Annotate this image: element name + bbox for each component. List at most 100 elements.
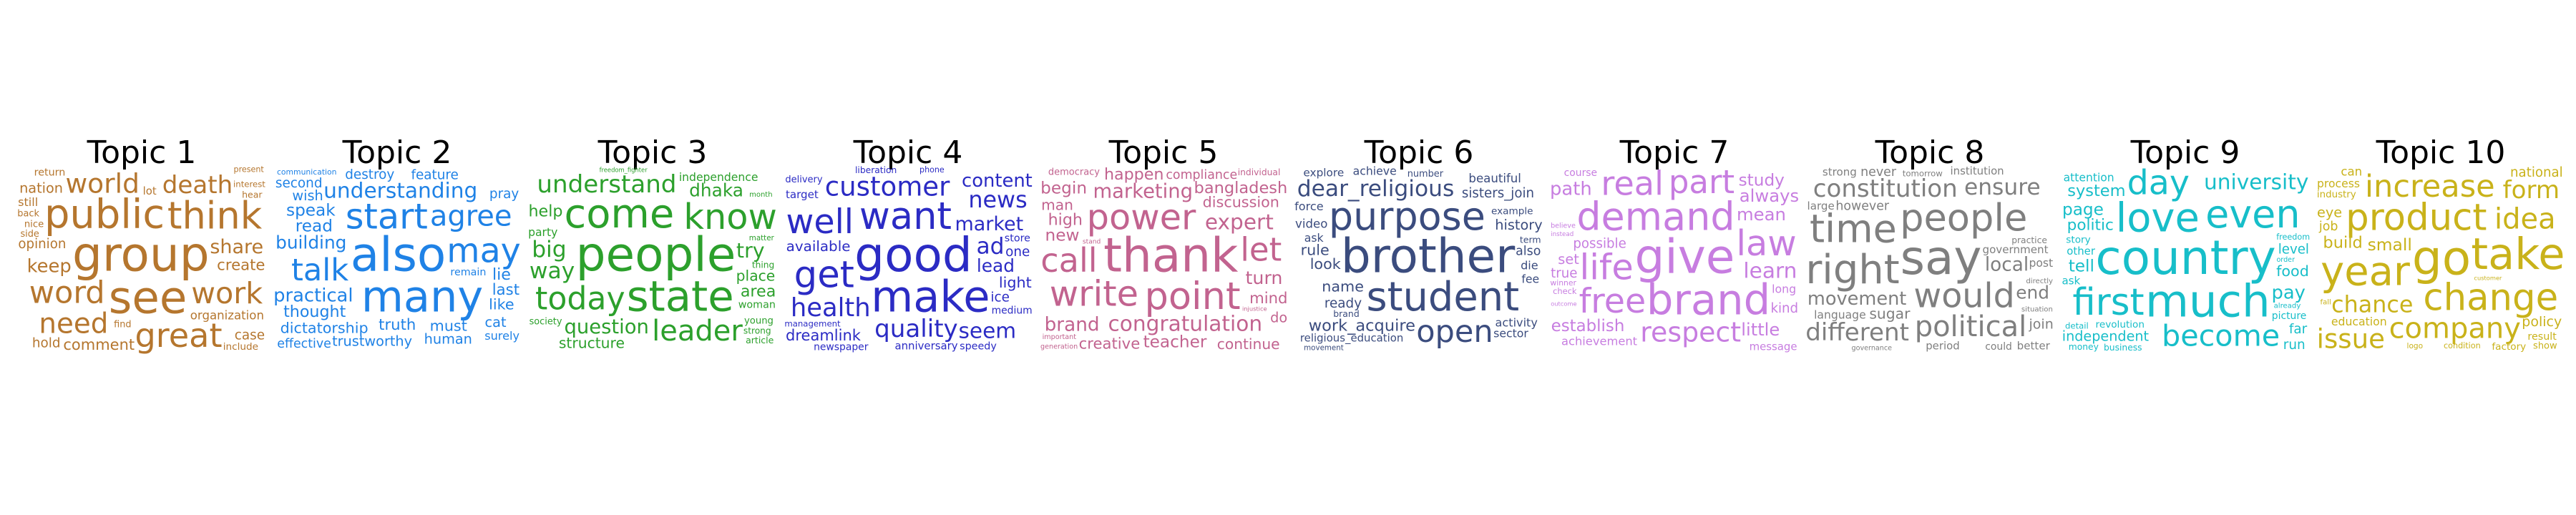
cloud-word: never <box>1860 165 1897 180</box>
cloud-word: period <box>1926 340 1959 353</box>
cloud-word: pray <box>489 187 519 202</box>
cloud-word: directly <box>2026 278 2053 285</box>
cloud-word: revolution <box>2096 319 2145 330</box>
cloud-word: large <box>1807 200 1835 212</box>
cloud-word: newspaper <box>814 342 869 353</box>
cloud-word: industry <box>2317 190 2356 200</box>
cloud-word: thought <box>283 303 346 321</box>
cloud-word: matter <box>749 234 775 242</box>
cloud-word: available <box>786 238 851 255</box>
cloud-word: big <box>532 237 566 263</box>
cloud-word: mind <box>1249 289 1287 307</box>
cloud-word: expert <box>1205 210 1274 234</box>
cloud-word: page <box>2062 200 2104 220</box>
cloud-word: dhaka <box>689 180 743 201</box>
cloud-word: light <box>999 274 1032 291</box>
cloud-word: time <box>1810 207 1897 252</box>
cloud-word: part <box>1669 163 1735 201</box>
topic-title: Topic 6 <box>1364 134 1474 171</box>
cloud-word: structure <box>559 334 625 351</box>
cloud-word: country <box>2095 230 2275 285</box>
cloud-word: possible <box>1573 237 1626 252</box>
cloud-word: explore <box>1303 167 1344 180</box>
cloud-word: dictatorship <box>280 319 369 336</box>
cloud-word: nice <box>24 219 44 230</box>
cloud-word: congratulation <box>1108 312 1262 336</box>
cloud-word: creative <box>1079 335 1141 353</box>
cloud-word: local <box>1985 254 2029 275</box>
cloud-word: work_acquire <box>1309 317 1415 335</box>
cloud-word: compliance <box>1166 168 1237 182</box>
cloud-word: many <box>361 272 483 322</box>
cloud-word: number <box>1407 169 1444 180</box>
cloud-word: keep <box>27 255 72 277</box>
cloud-word: level <box>2278 242 2309 257</box>
cloud-word: ice <box>990 290 1010 305</box>
cloud-word: end <box>2016 282 2049 303</box>
cloud-word: agree <box>430 200 512 233</box>
cloud-word: job <box>2318 220 2338 234</box>
cloud-word: free <box>1579 282 1646 321</box>
cloud-word: work <box>191 276 263 310</box>
cloud-word: destroy <box>345 167 394 182</box>
cloud-word: today <box>535 280 625 317</box>
cloud-word: look <box>1310 255 1341 273</box>
cloud-word: question <box>565 316 649 338</box>
cloud-word: however <box>1835 200 1890 214</box>
cloud-word: long <box>1772 283 1796 296</box>
cloud-word: check <box>1553 286 1577 296</box>
cloud-word: thank <box>1103 228 1239 283</box>
cloud-word: interest <box>233 179 265 189</box>
cloud-word: organization <box>190 308 264 322</box>
cloud-word: post <box>2029 257 2053 270</box>
cloud-word: wish <box>292 187 323 204</box>
cloud-word: write <box>1050 273 1138 315</box>
cloud-word: process <box>2317 177 2360 190</box>
cloud-word: talk <box>291 252 348 288</box>
cloud-word: stand <box>1083 239 1101 246</box>
cloud-word: logo <box>2407 342 2424 350</box>
cloud-word: real <box>1601 164 1664 202</box>
cloud-word: society <box>530 316 562 327</box>
cloud-word: read <box>296 217 333 236</box>
cloud-word: public <box>44 192 165 238</box>
cloud-word: well <box>786 202 854 242</box>
cloud-word: also <box>1516 245 1541 259</box>
cloud-word: hold <box>32 336 61 351</box>
cloud-word: brand <box>1333 308 1360 319</box>
cloud-word: other <box>2067 245 2096 258</box>
cloud-word: surely <box>484 329 519 343</box>
cloud-word: better <box>2017 339 2051 352</box>
cloud-word: lead <box>977 255 1015 276</box>
cloud-word: give <box>1634 230 1735 285</box>
cloud-word: fall <box>2321 299 2331 307</box>
cloud-word: bangladesh <box>1194 179 1288 197</box>
cloud-word: detail <box>2065 321 2089 331</box>
cloud-word: party <box>528 226 557 239</box>
cloud-word: name <box>1322 278 1364 295</box>
cloud-word: way <box>530 258 575 284</box>
cloud-word: also <box>351 227 447 283</box>
cloud-word: practical <box>273 285 353 307</box>
cloud-word: speedy <box>960 341 997 353</box>
cloud-word: communication <box>277 167 337 177</box>
cloud-word: create <box>217 256 265 274</box>
cloud-word: condition <box>2444 341 2481 350</box>
cloud-word: sisters_join <box>1462 186 1534 201</box>
cloud-word: political <box>1915 310 2027 343</box>
cloud-word: tomorrow <box>1903 169 1943 179</box>
cloud-word: phone <box>919 165 945 175</box>
cloud-word: understand <box>537 170 676 199</box>
cloud-word: can <box>2341 165 2362 179</box>
cloud-word: pay <box>2271 282 2305 303</box>
cloud-word: national <box>2510 165 2563 180</box>
cloud-word: student <box>1366 274 1519 320</box>
cloud-word: month <box>749 191 772 199</box>
cloud-word: go <box>2412 230 2471 285</box>
cloud-word: still <box>18 195 38 209</box>
cloud-word: woman <box>738 299 776 310</box>
cloud-word: always <box>1740 185 1799 206</box>
cloud-word: respect <box>1640 317 1741 348</box>
